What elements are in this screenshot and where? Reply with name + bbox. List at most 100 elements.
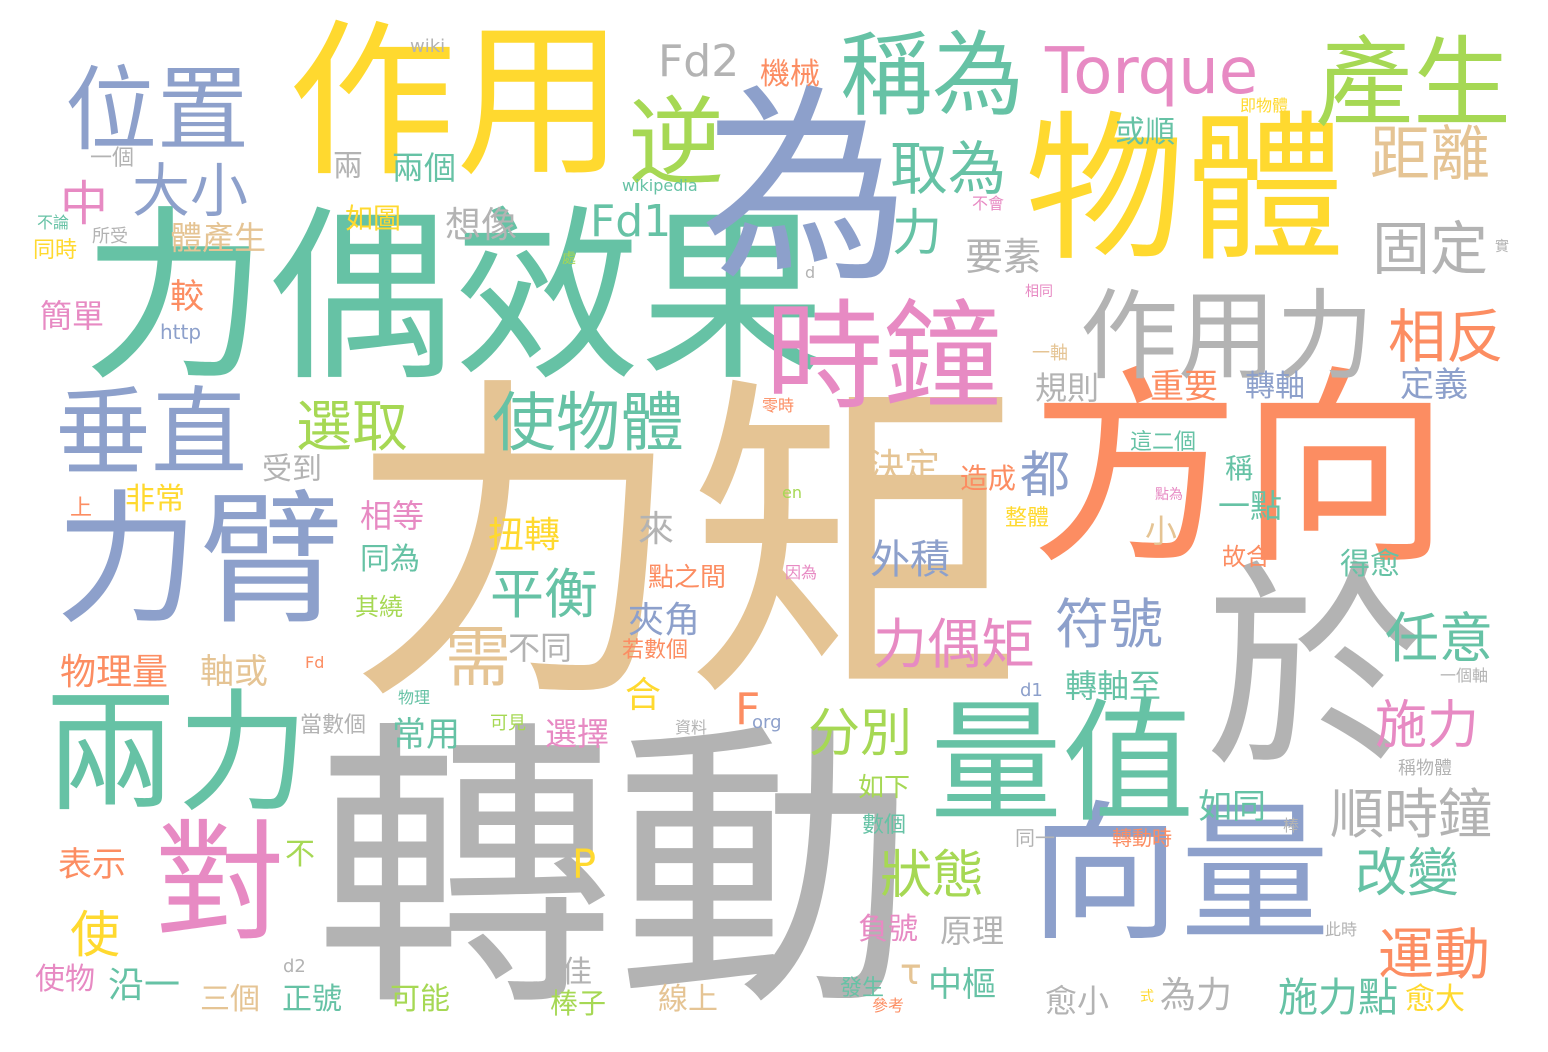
word-get-more: 得愈: [1340, 547, 1400, 582]
word-decide: 決定: [868, 447, 941, 488]
word-so-combined: 故合: [1222, 543, 1270, 571]
word-when-zero: 零時: [762, 396, 795, 415]
word-common: 常用: [392, 715, 460, 755]
word-simultaneous: 同時: [33, 238, 78, 263]
word-clockwise: 順時鐘: [1330, 783, 1492, 846]
word-he: 合: [625, 675, 662, 716]
word-at-this-time: 此時: [1325, 920, 1358, 939]
word-two-forces: 兩力: [45, 677, 309, 831]
word-perpendicular: 垂直: [55, 377, 247, 489]
word-act: 作用: [288, 4, 624, 200]
word-acting-force: 作用力: [1080, 280, 1375, 394]
word-body-produce: 體產生: [170, 219, 267, 257]
word-positive-sign: 正號: [282, 982, 342, 1017]
word-distance: 距離: [1370, 120, 1490, 190]
word-d2: d2: [283, 956, 306, 977]
word-relatively: 較: [170, 277, 204, 317]
word-occur: 發生: [840, 976, 885, 1001]
word-ni: 逆: [628, 87, 724, 199]
word-select: 選取: [296, 395, 408, 460]
word-jia: 佳: [562, 955, 592, 990]
word-very: 非常: [125, 482, 185, 517]
word-vector: 向量: [1030, 788, 1331, 962]
word-on-line: 線上: [658, 982, 718, 1017]
word-twist: 扭轉: [488, 515, 561, 556]
word-shang: 上: [70, 496, 93, 521]
word-fd1: Fd1: [590, 196, 672, 247]
word-chu: 處: [562, 251, 576, 267]
word-li: 力: [892, 204, 942, 262]
word-physical-quantity: 物理量: [60, 652, 169, 693]
word-torque: 力矩: [345, 350, 1025, 746]
word-same-one: 同一: [1015, 826, 1055, 850]
word-apply-force: 施力: [1375, 696, 1480, 756]
word-an-axis: 一軸: [1032, 343, 1068, 364]
word-symbol: 符號: [1055, 593, 1163, 656]
word-stick: 棒子: [550, 987, 607, 1020]
word-one-item: 一個: [90, 146, 135, 171]
word-en: en: [782, 483, 802, 502]
word-axis: 轉軸: [1245, 369, 1305, 404]
word-as-figure: 如圖: [345, 202, 402, 235]
word-reference: 參考: [872, 996, 905, 1015]
word-xiao: 小: [1145, 512, 1178, 550]
word-d1: d1: [1020, 680, 1043, 701]
word-fd: Fd: [305, 653, 325, 672]
word-simple: 簡單: [40, 297, 105, 335]
word-p: P: [572, 842, 597, 888]
word-different: 不同: [508, 629, 573, 667]
word-or-clockwise: 或順: [1115, 115, 1175, 150]
word-arbitrary: 任意: [1385, 607, 1493, 670]
word-that-is-object: 即物體: [1240, 96, 1289, 115]
word-org: org: [752, 712, 782, 733]
word-called: 稱為: [840, 22, 1025, 129]
word-axis-to: 轉軸至: [1065, 667, 1162, 705]
word-axis-or: 軸或: [200, 652, 268, 692]
word-lever-arm: 力臂: [55, 476, 344, 644]
word-state: 狀態: [880, 846, 985, 906]
word-larger: 愈大: [1405, 982, 1465, 1017]
word-zhong: 中: [60, 176, 109, 232]
word-opposite: 相反: [1388, 303, 1505, 371]
word-magnitude: 量值: [930, 687, 1194, 841]
word-as-follows: 如下: [858, 773, 911, 803]
word-fixed: 固定: [1372, 215, 1489, 283]
word-imagine: 想像: [445, 205, 518, 246]
word-two-items: 兩個: [392, 149, 457, 187]
word-liang: 兩: [333, 149, 363, 184]
word-cross-product: 外積: [870, 537, 950, 583]
word-whole: 整體: [1005, 506, 1050, 531]
word-d: d: [805, 263, 816, 282]
word-physics: 物理: [398, 688, 431, 707]
word-couple-effect: 力偶效果: [82, 189, 827, 406]
word-formula: 式: [1140, 989, 1154, 1005]
word-dui: 對: [155, 807, 286, 959]
word-data: 資料: [675, 718, 708, 737]
word-three-items: 三個: [200, 982, 260, 1017]
word-cause: 造成: [960, 462, 1017, 495]
word-point-is: 點為: [1155, 487, 1183, 503]
word-motion: 運動: [1378, 923, 1490, 988]
word-balance: 平衡: [490, 563, 598, 626]
word-about-it: 其繞: [355, 593, 403, 621]
word-make-thing: 使物: [35, 962, 95, 997]
word-important: 重要: [1150, 367, 1218, 407]
word-pivot: 中樞: [928, 965, 996, 1005]
word-negative-sign: 負號: [858, 912, 918, 947]
word-dou: 都: [1020, 446, 1070, 504]
word-take-as: 取為: [890, 135, 1007, 203]
word-received: 所受: [92, 226, 128, 247]
word-choose: 選擇: [545, 715, 610, 753]
word-represent: 表示: [58, 845, 126, 885]
word-wiki: wiki: [410, 36, 446, 57]
word-torque-en: Torque: [1045, 35, 1259, 109]
word-is-force: 為力: [1160, 975, 1233, 1016]
word-elements: 要素: [965, 235, 1042, 279]
word-along: 沿一: [108, 965, 181, 1006]
word-several: 數個: [862, 813, 907, 838]
word-respectively: 分別: [808, 704, 913, 764]
word-regardless: 不論: [37, 213, 70, 232]
word-a-point: 一點: [1218, 487, 1283, 525]
word-between-points: 點之間: [648, 563, 727, 593]
